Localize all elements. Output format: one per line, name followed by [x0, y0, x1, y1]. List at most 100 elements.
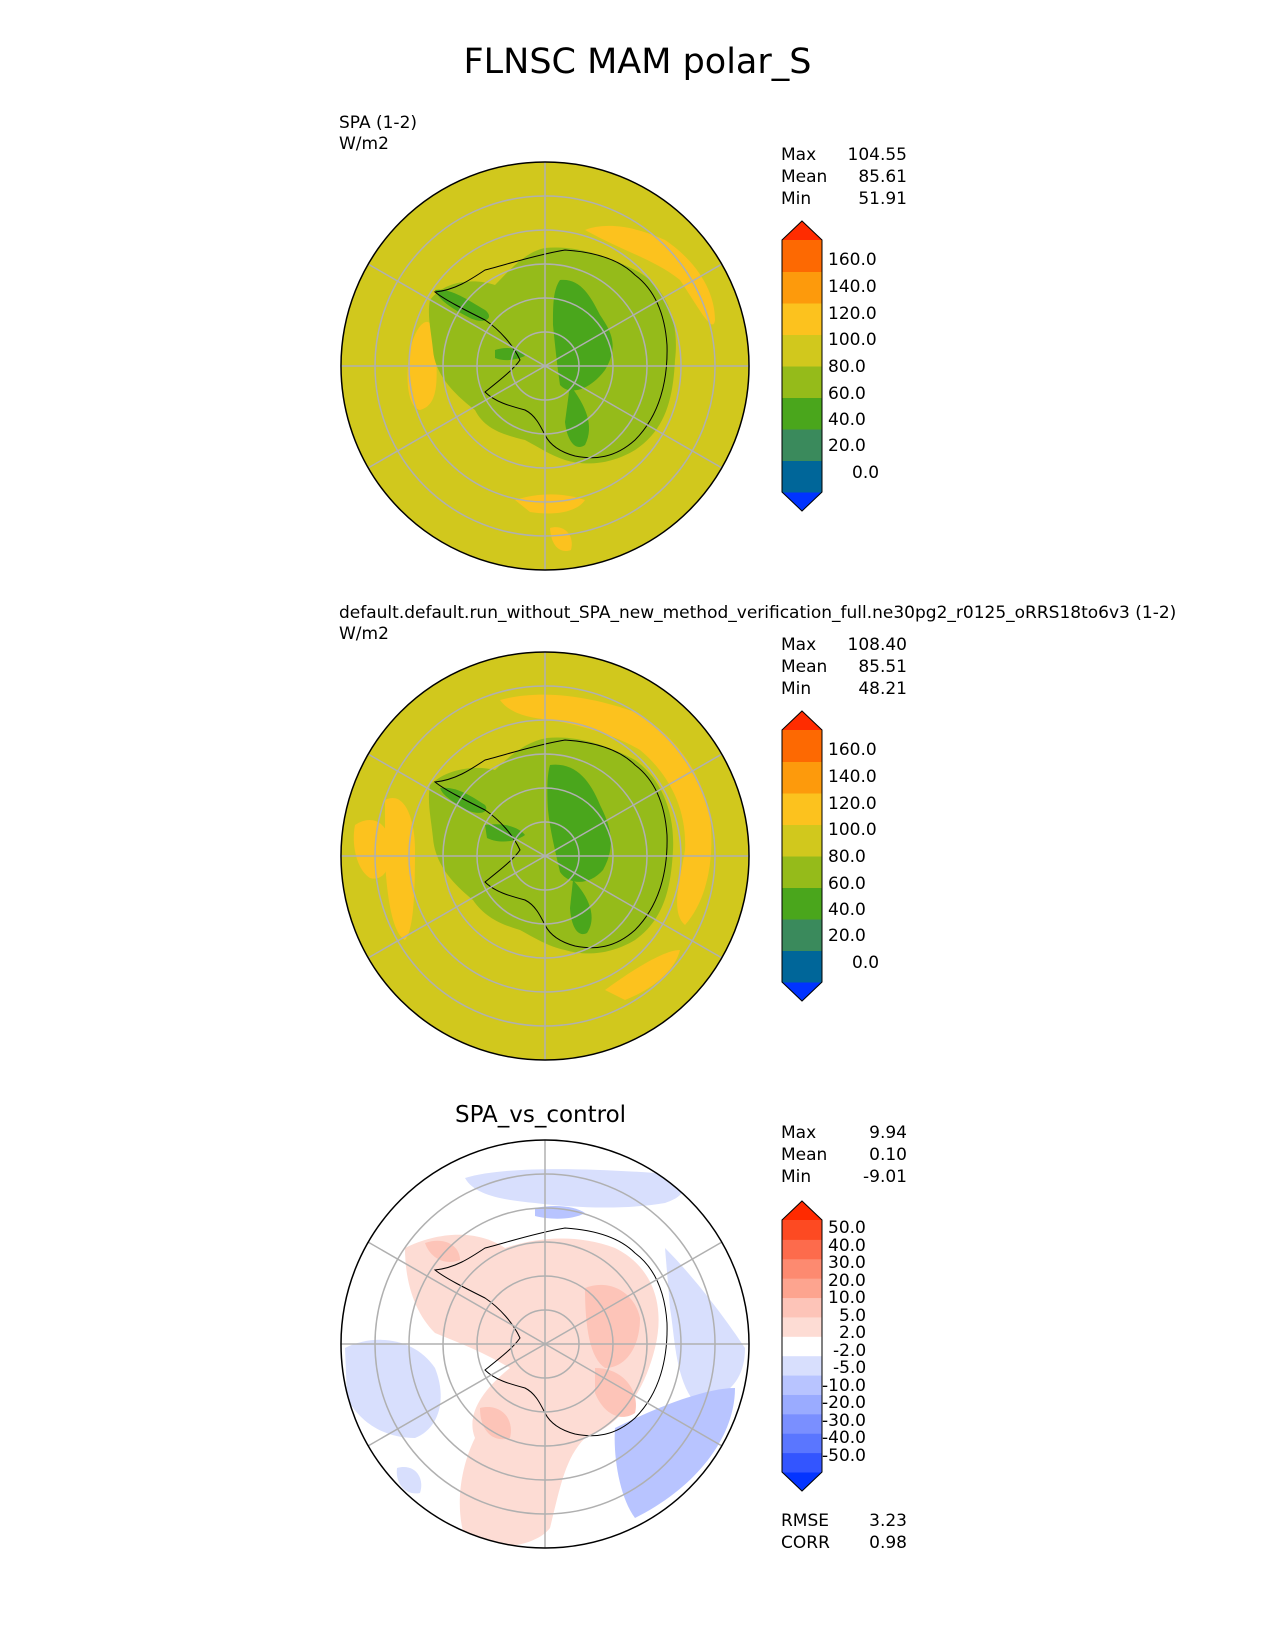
panel3-negative-patch [535, 1205, 585, 1219]
stat-value: 108.40 [847, 635, 907, 655]
panel2-coastline [433, 739, 668, 949]
panel2-low-flux-region [547, 764, 611, 882]
colorbar-bin [782, 397, 822, 430]
panel2-stats: Max 108.40 Mean 85.51 Min 48.21 [781, 634, 907, 700]
colorbar-tick-label: 120.0 [828, 794, 877, 814]
panel2-warm-patch [500, 694, 712, 925]
colorbar-tick-label: 50.0 [828, 1218, 866, 1238]
metric-row: RMSE 3.23 [781, 1510, 907, 1532]
stat-row: Max 104.55 [781, 144, 907, 166]
panel1-warm-patch [550, 527, 572, 552]
colorbar-bin [782, 492, 822, 511]
panel2-warm-patch [605, 950, 680, 1000]
colorbar-tick-label: -30.0 [822, 1411, 866, 1431]
colorbar-bin [782, 982, 822, 1001]
colorbar-tick-label: 40.0 [828, 1236, 866, 1256]
stat-value: 85.61 [858, 167, 907, 187]
metric-label: RMSE [781, 1511, 830, 1531]
colorbar-bin [782, 1258, 822, 1279]
colorbar-bin [782, 1239, 822, 1260]
stat-row: Max 108.40 [781, 634, 907, 656]
colorbar-tick-label: 100.0 [828, 820, 877, 840]
stat-label: Mean [781, 657, 828, 677]
colorbar-outline [781, 1200, 823, 1492]
stat-label: Min [781, 1167, 812, 1187]
panel2-warm-patch [385, 798, 415, 940]
stat-row: Min 51.91 [781, 188, 907, 210]
colorbar-tick-label: 5.0 [839, 1306, 867, 1326]
panel1-map-frame [340, 161, 750, 571]
panel1-low-flux-region [553, 279, 613, 391]
panel1-antarctica-land [428, 247, 676, 464]
panel1-low-flux-region [565, 385, 590, 448]
panel3-map [340, 1139, 750, 1549]
colorbar-tick-label: -40.0 [822, 1428, 866, 1448]
stat-label: Max [781, 145, 817, 165]
panel1-colorbar [781, 220, 823, 512]
colorbar-bin [782, 950, 822, 983]
metric-value: 0.98 [869, 1533, 907, 1553]
colorbar-tick-label: 20.0 [828, 436, 866, 456]
colorbar-bin [782, 366, 822, 398]
metric-row: CORR 0.98 [781, 1532, 907, 1554]
colorbar-outline [781, 220, 823, 512]
colorbar-tick-label: 2.0 [839, 1323, 867, 1343]
panel1-title: SPA (1-2) [339, 113, 418, 133]
colorbar-bin [782, 1452, 822, 1473]
colorbar-tick-label: 40.0 [828, 900, 866, 920]
panel3-negative-patch [465, 1169, 684, 1208]
stat-value: 104.55 [847, 145, 907, 165]
colorbar-tick-label: 160.0 [828, 740, 877, 760]
colorbar-tick-label: -5.0 [833, 1358, 867, 1378]
colorbar-tick-label: 100.0 [828, 330, 877, 350]
panel1-stats: Max 104.55 Mean 85.61 Min 51.91 [781, 144, 907, 210]
colorbar-tick-label: 20.0 [828, 926, 866, 946]
colorbar-bin [782, 730, 822, 762]
colorbar-bin [782, 303, 822, 335]
stat-label: Mean [781, 167, 828, 187]
panel1-warm-patch [515, 494, 585, 514]
stat-value: 9.94 [869, 1123, 907, 1143]
colorbar-bin [782, 1433, 822, 1454]
stat-label: Mean [781, 1145, 828, 1165]
colorbar-outline [781, 710, 823, 1002]
colorbar-bin [782, 1413, 822, 1434]
stat-label: Max [781, 635, 817, 655]
panel3-coastline [433, 1227, 668, 1437]
colorbar-tick-label: -20.0 [822, 1393, 866, 1413]
figure-title: FLNSC MAM polar_S [463, 42, 812, 82]
colorbar-bin [782, 1472, 822, 1491]
panel1-graticule [341, 162, 749, 570]
panel2-low-flux-region [440, 787, 487, 813]
colorbar-bin [782, 887, 822, 920]
panel2-map-frame [340, 651, 750, 1061]
colorbar-bin [782, 1278, 822, 1299]
panel3-positive-patch [480, 1407, 511, 1440]
colorbar-tick-label: -10.0 [822, 1376, 866, 1396]
panel3-graticule [341, 1140, 749, 1548]
colorbar-tick-label: 30.0 [828, 1253, 866, 1273]
colorbar-tick-label: 0.0 [852, 953, 880, 973]
stat-row: Min 48.21 [781, 678, 907, 700]
panel1-units: W/m2 [339, 134, 389, 154]
panel3-stats: Max 9.94 Mean 0.10 Min -9.01 [781, 1122, 907, 1188]
panel3-positive-patch [595, 1368, 636, 1417]
colorbar-bin [782, 1201, 822, 1220]
colorbar-bin [782, 793, 822, 825]
colorbar-tick-label: 10.0 [828, 1288, 866, 1308]
panel2-colorbar [781, 710, 823, 1002]
stat-row: Max 9.94 [781, 1122, 907, 1144]
colorbar-bin [782, 334, 822, 367]
colorbar-bin [782, 824, 822, 857]
panel1-coastline [433, 249, 668, 459]
panel3-negative-patch [345, 1339, 441, 1438]
metric-label: CORR [781, 1533, 830, 1553]
panel3-metrics: RMSE 3.23 CORR 0.98 [781, 1510, 907, 1554]
panel2-graticule [341, 652, 749, 1060]
colorbar-tick-label: 20.0 [828, 1271, 866, 1291]
colorbar-bin [782, 271, 822, 304]
panel3-positive-patch [585, 1284, 640, 1368]
panel1-low-flux-region [435, 289, 490, 321]
colorbar-bin [782, 460, 822, 493]
colorbar-tick-label: -2.0 [833, 1341, 867, 1361]
